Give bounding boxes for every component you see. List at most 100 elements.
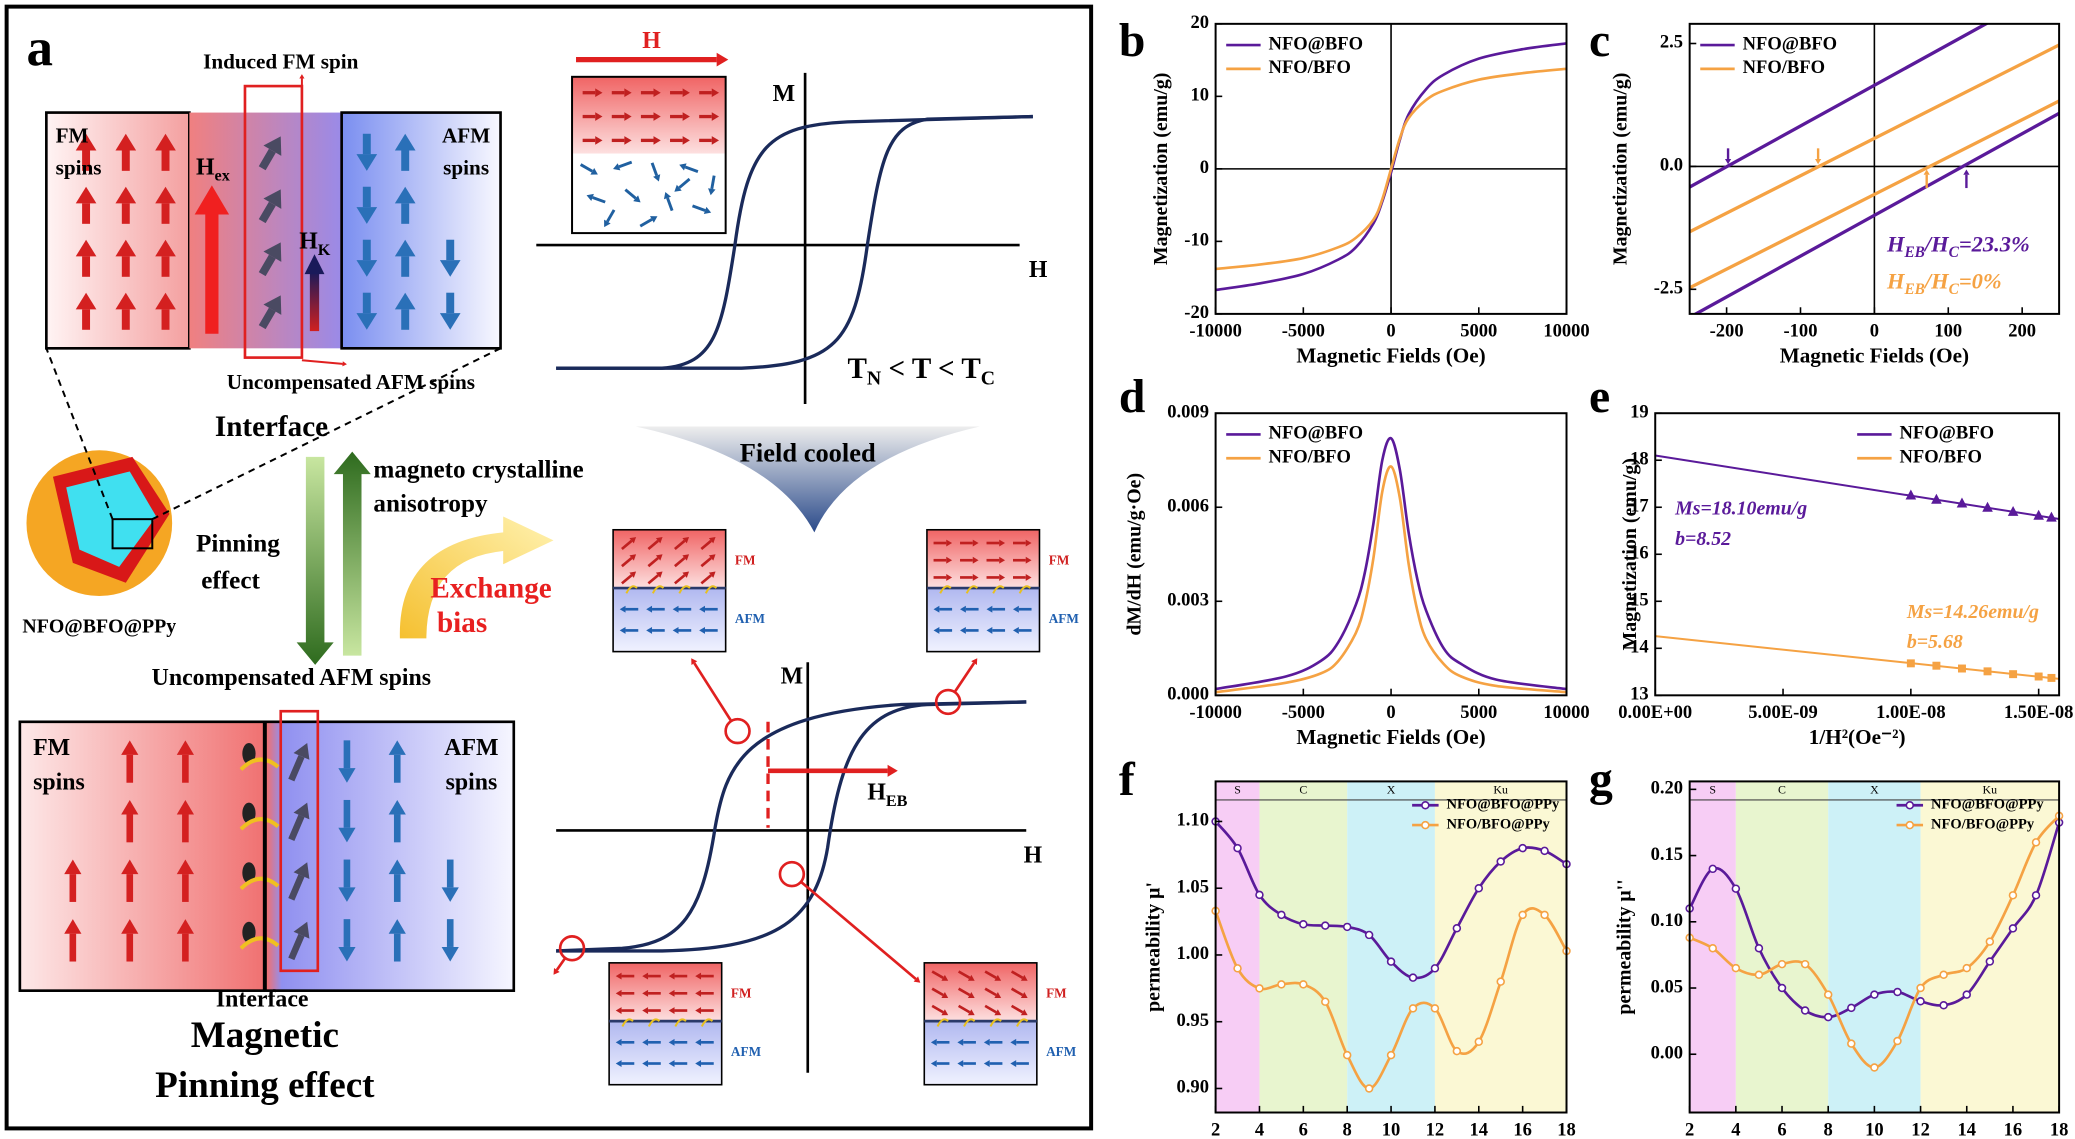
label: HK	[299, 229, 331, 258]
arrow-head	[711, 112, 720, 121]
arrow-head	[75, 186, 97, 204]
fit-line	[1655, 454, 2060, 520]
pin-bond	[674, 1018, 687, 1027]
arrow-shaft	[693, 662, 733, 722]
arrow-shaft	[258, 201, 276, 224]
y-tick-label: 0	[1200, 157, 1209, 178]
band	[1828, 781, 1921, 1113]
text-part: < T < T	[881, 353, 981, 385]
arrow-head	[994, 1009, 1002, 1016]
y-tick-label: 20	[1190, 12, 1209, 33]
x-tick-label: 0	[1386, 702, 1395, 723]
pin-site	[242, 742, 256, 765]
arrow-head	[1013, 626, 1019, 634]
point	[1916, 983, 1925, 993]
arrow-head	[356, 260, 378, 277]
label: spins	[446, 770, 498, 796]
arrow-head	[946, 556, 953, 564]
point	[2007, 505, 2019, 516]
arrow-shaft	[953, 662, 976, 693]
arrow-shaft	[710, 175, 716, 190]
label: M	[781, 664, 803, 690]
arrow-head	[121, 859, 139, 875]
spin-box-bottom	[609, 1021, 722, 1085]
point	[1731, 884, 1741, 893]
arrow-shaft	[700, 557, 712, 568]
arrow-shaft	[288, 933, 305, 961]
arrow-head	[642, 1038, 649, 1046]
arrow-head	[1025, 574, 1032, 581]
text-part: H	[867, 780, 886, 806]
x-tick-label: 1.50E-08	[2004, 702, 2073, 723]
arrow-head	[1013, 605, 1019, 613]
arrow-head	[930, 1038, 937, 1046]
arrow-shaft	[984, 970, 997, 979]
point	[1870, 1063, 1879, 1072]
arrow-shaft	[1010, 970, 1024, 979]
arrow-head	[941, 1009, 949, 1016]
point	[1518, 843, 1527, 853]
x-tick-label: 5000	[1460, 702, 1497, 723]
arrow-head	[967, 1009, 975, 1016]
arrow-shaft	[700, 574, 712, 585]
annotation: b=5.68	[1907, 631, 1963, 653]
spin-box-frame	[608, 962, 723, 1086]
arrow-head	[1963, 169, 1970, 175]
label: FM	[56, 124, 89, 148]
arrow-head	[176, 859, 194, 875]
point	[2046, 511, 2057, 522]
chart: 0.00E+00 5.00E-09 1.00E-08 1.50E-08 13 14 15 16…	[1589, 371, 2073, 749]
arrow-shaft	[301, 359, 343, 365]
x-tick-label: 0.00E+00	[1618, 702, 1692, 723]
y-axis-label: Magnetization (emu/g)	[1619, 458, 1641, 651]
label: spins	[443, 155, 489, 179]
point	[1754, 944, 1764, 953]
arrow-head	[1923, 169, 1930, 175]
point	[1982, 501, 1993, 512]
x-tick-label: 18	[1557, 1119, 1576, 1139]
arrow-head	[983, 1038, 990, 1046]
y-tick-label: 0.10	[1651, 910, 1683, 931]
arrow-head	[986, 626, 993, 634]
arrow-head	[972, 539, 979, 547]
band	[1215, 781, 1260, 1113]
arrow-head	[263, 295, 282, 315]
pin-bond	[239, 817, 280, 831]
arrow-head	[682, 554, 690, 561]
pin-site	[242, 921, 256, 943]
band-label: C	[1778, 782, 1786, 796]
arrow-head	[115, 133, 137, 151]
y-tick-label: 0.0	[1660, 155, 1683, 176]
text-part: T	[847, 353, 866, 385]
text-part: H	[1886, 232, 1906, 257]
arrow-head	[64, 859, 82, 875]
point	[1474, 883, 1484, 893]
arrow-head	[75, 292, 97, 310]
point	[1452, 1046, 1462, 1056]
y-tick-label: 17	[1630, 496, 1649, 517]
point	[1823, 1012, 1833, 1022]
arrow-head	[653, 174, 661, 182]
spin-box-bottom	[926, 588, 1040, 652]
arrow-head	[957, 1038, 964, 1046]
arrow-head	[699, 605, 705, 613]
pin-bond	[939, 585, 952, 594]
arrow-shaft	[674, 574, 686, 585]
loop	[556, 114, 1033, 370]
arrow-head	[646, 626, 653, 634]
x-tick-label: 6	[1299, 1119, 1308, 1139]
point	[1342, 922, 1352, 932]
point	[2034, 672, 2043, 681]
pin-bond	[239, 936, 280, 950]
arrow-head	[439, 313, 461, 330]
arrow-head	[1020, 1009, 1028, 1016]
arrow-head	[1025, 539, 1032, 547]
up-arrow	[333, 451, 371, 656]
band	[1434, 781, 1567, 1113]
arrow-head	[293, 742, 310, 760]
chart: -10000 -5000 0 5000 10000 0.000 0.003 0.006 0.00…	[1119, 371, 1590, 749]
arrow-head	[624, 88, 632, 98]
arrow-head	[553, 968, 560, 975]
arrow-head	[1010, 1038, 1017, 1046]
arrow-head	[668, 1060, 675, 1067]
